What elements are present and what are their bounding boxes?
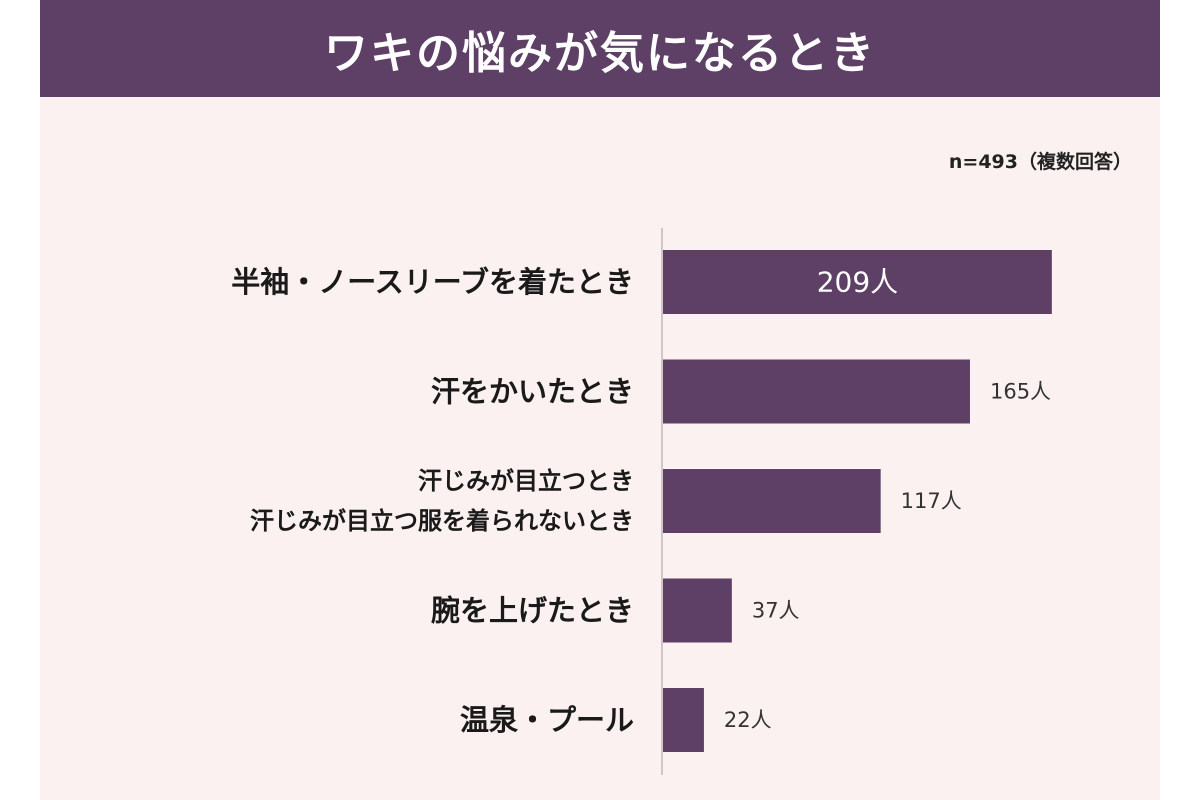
category-label: 腕を上げたとき xyxy=(431,594,634,628)
value-label: 165人 xyxy=(990,380,1051,404)
value-label: 22人 xyxy=(724,708,772,732)
chart-title: ワキの悩みが気になるとき xyxy=(324,27,876,79)
value-label: 209人 xyxy=(817,266,898,299)
chart-header: ワキの悩みが気になるとき xyxy=(40,0,1160,97)
bar xyxy=(663,578,732,643)
category-label: 汗じみが目立つとき xyxy=(418,467,634,495)
value-label: 117人 xyxy=(901,489,962,513)
value-label: 37人 xyxy=(752,599,800,623)
bar xyxy=(663,250,1052,314)
sample-size-note: n=493（複数回答） xyxy=(948,151,1132,173)
category-label: 半袖・ノースリーブを着たとき xyxy=(231,265,634,299)
bar xyxy=(663,469,881,533)
chart-panel xyxy=(40,0,1160,800)
bar xyxy=(663,688,704,752)
bar xyxy=(663,359,970,424)
category-label: 汗じみが目立つ服を着られないとき xyxy=(250,507,634,535)
category-label: 汗をかいたとき xyxy=(431,375,634,409)
category-label: 温泉・プール xyxy=(460,703,634,737)
